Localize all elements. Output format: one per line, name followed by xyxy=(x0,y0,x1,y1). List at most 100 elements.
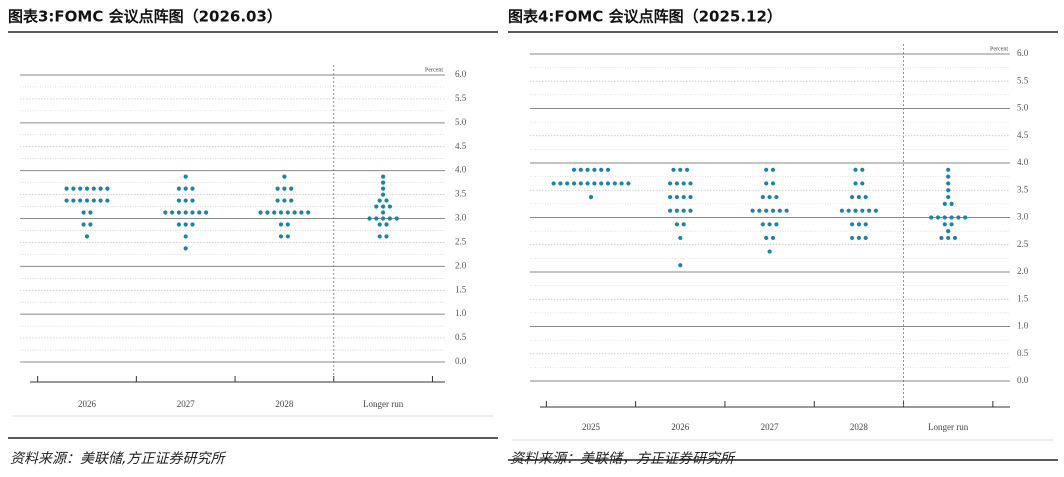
dot xyxy=(384,234,389,239)
y-tick-label: 2.0 xyxy=(1017,266,1029,276)
dot xyxy=(668,181,673,186)
dot xyxy=(626,181,631,186)
dot xyxy=(272,210,277,215)
dot xyxy=(612,181,617,186)
dot xyxy=(282,198,287,203)
dot xyxy=(588,194,594,200)
dot xyxy=(571,181,577,186)
dot xyxy=(605,167,611,172)
dot xyxy=(873,208,879,213)
dot xyxy=(183,246,188,251)
x-tick-label: 2025 xyxy=(582,422,601,432)
dot xyxy=(84,234,90,239)
y-tick-label: 5.5 xyxy=(455,93,467,103)
dot xyxy=(190,186,195,191)
chart-title: 图表3:FOMC 会议点阵图（2026.03） xyxy=(8,8,282,26)
dot xyxy=(863,235,868,241)
dot xyxy=(105,186,110,191)
dot xyxy=(163,210,168,215)
dot xyxy=(183,198,188,203)
dot xyxy=(374,216,379,221)
dot xyxy=(850,222,855,227)
dot xyxy=(942,201,947,206)
y-tick-label: 1.5 xyxy=(455,284,467,294)
dot xyxy=(275,186,280,191)
dot xyxy=(381,180,386,185)
dot xyxy=(98,198,103,203)
dot xyxy=(299,210,304,215)
dot xyxy=(176,186,181,191)
dot xyxy=(946,188,951,193)
dot xyxy=(678,167,683,172)
dot xyxy=(592,167,597,172)
dot xyxy=(84,198,90,203)
x-tick-label: 2026 xyxy=(78,399,97,409)
dot xyxy=(681,208,686,213)
dot xyxy=(105,198,110,203)
dot xyxy=(956,215,961,220)
y-tick-label: 1.0 xyxy=(1017,321,1029,331)
source-note: 资料来源：美联储，方正证券研究所 xyxy=(510,451,736,467)
x-tick-label: Longer run xyxy=(928,422,969,432)
dot xyxy=(183,210,188,215)
dot xyxy=(770,181,776,186)
dot xyxy=(292,210,297,215)
y-tick-label: 0.0 xyxy=(1017,375,1029,385)
dot xyxy=(91,198,96,203)
dot xyxy=(306,210,311,215)
dot xyxy=(777,208,782,213)
dot xyxy=(98,186,103,191)
dot xyxy=(285,234,290,239)
dot xyxy=(367,216,372,221)
y-tick-label: 0.0 xyxy=(455,356,467,366)
y-unit-label: Percent xyxy=(990,46,1008,52)
dot xyxy=(190,222,195,227)
dot xyxy=(282,174,287,179)
x-tick-label: 2028 xyxy=(850,422,869,432)
dot xyxy=(381,216,386,221)
dot xyxy=(176,222,181,227)
dot xyxy=(963,215,968,220)
dot xyxy=(750,208,755,213)
y-tick-label: 3.0 xyxy=(455,213,467,223)
dot xyxy=(565,181,570,186)
dot xyxy=(81,210,86,215)
dot xyxy=(946,167,951,172)
dot xyxy=(183,222,188,227)
dot xyxy=(774,194,779,200)
dot xyxy=(394,216,399,221)
dot xyxy=(850,235,855,241)
dot xyxy=(863,222,868,227)
dot xyxy=(278,234,284,239)
dot xyxy=(856,222,862,227)
y-tick-label: 0.5 xyxy=(1017,348,1029,358)
y-tick-label: 6.0 xyxy=(1017,48,1029,58)
dot xyxy=(929,215,934,220)
dot xyxy=(678,235,683,241)
dot xyxy=(592,181,597,186)
y-tick-label: 4.5 xyxy=(455,141,467,151)
dot xyxy=(860,208,865,213)
x-tick-label: 2027 xyxy=(761,422,780,432)
dot xyxy=(770,167,776,172)
source-note: 资料来源：美联储,方正证券研究所 xyxy=(10,451,226,467)
dot xyxy=(558,181,563,186)
dot xyxy=(197,210,202,215)
dot xyxy=(88,210,93,215)
dot xyxy=(381,174,386,179)
dot xyxy=(64,186,69,191)
dot xyxy=(91,186,96,191)
dot xyxy=(176,198,181,203)
dot xyxy=(674,181,680,186)
dot xyxy=(770,208,776,213)
dot xyxy=(856,235,862,241)
dot xyxy=(764,208,769,213)
dot xyxy=(942,222,947,227)
dot xyxy=(674,194,680,200)
dot xyxy=(387,216,392,221)
dot xyxy=(176,210,181,215)
dot xyxy=(678,263,683,268)
dot xyxy=(952,235,958,241)
y-tick-label: 0.5 xyxy=(455,332,467,342)
dot xyxy=(939,235,944,241)
